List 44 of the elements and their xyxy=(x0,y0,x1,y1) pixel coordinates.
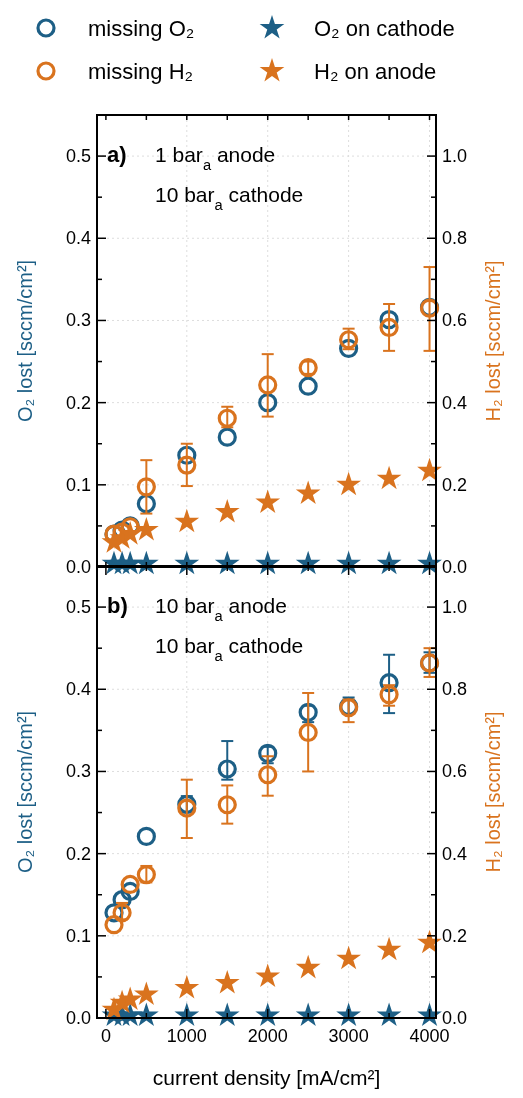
y2-tick-label: 0.8 xyxy=(442,679,468,700)
y2-tick-label: 1.0 xyxy=(442,597,468,618)
y-tick-label: 0.5 xyxy=(65,597,91,618)
y2-axis-title: H₂ lost [sccm/cm²] xyxy=(482,260,504,422)
x-tick-label: 4000 xyxy=(409,1026,450,1046)
annotation: b) xyxy=(107,593,128,618)
x-tick-label: 1000 xyxy=(166,1026,207,1046)
y2-tick-label: 0.6 xyxy=(442,761,468,782)
annotation: 1 bar$_{a}$ anode xyxy=(155,143,276,173)
y2-tick-label: 1.0 xyxy=(442,146,468,167)
y-tick-label: 0.5 xyxy=(65,146,91,167)
legend-label: missing O₂ xyxy=(88,16,195,41)
legend-label: O₂ on cathode xyxy=(314,16,455,41)
x-tick-label: 0 xyxy=(100,1026,111,1046)
legend-label: missing H₂ xyxy=(88,59,194,84)
y-tick-label: 0.0 xyxy=(65,1008,91,1028)
annotation: 10 bar$_{a}$ cathode xyxy=(155,183,304,213)
y-axis-title: O₂ lost [sccm/cm²] xyxy=(14,259,36,423)
y-tick-label: 0.1 xyxy=(65,925,91,946)
y-tick-label: 0.3 xyxy=(65,761,91,782)
y-axis-title: O₂ lost [sccm/cm²] xyxy=(14,710,36,874)
annotation: a) xyxy=(107,142,127,167)
y-tick-label: 0.2 xyxy=(65,843,91,864)
x-tick-label: 2000 xyxy=(247,1026,288,1046)
annotation: 10 bar$_{a}$ cathode xyxy=(155,634,304,664)
y2-tick-label: 0.4 xyxy=(442,392,468,413)
y-tick-label: 0.1 xyxy=(65,474,91,495)
y-tick-label: 0.4 xyxy=(65,679,91,700)
legend-label: H₂ on anode xyxy=(314,59,437,84)
y2-axis-title: H₂ lost [sccm/cm²] xyxy=(482,711,504,873)
y2-tick-label: 0.2 xyxy=(442,474,468,495)
y2-tick-label: 0.4 xyxy=(442,843,468,864)
y2-tick-label: 0.2 xyxy=(442,925,468,946)
x-tick-label: 3000 xyxy=(328,1026,369,1046)
x-axis-title: current density [mA/cm²] xyxy=(152,1066,381,1089)
y2-tick-label: 0.8 xyxy=(442,228,468,249)
y-tick-label: 0.0 xyxy=(65,557,91,577)
annotation: 10 bar$_{a}$ anode xyxy=(155,594,287,624)
y-tick-label: 0.3 xyxy=(65,310,91,331)
y2-tick-label: 0.6 xyxy=(442,310,468,331)
y-tick-label: 0.2 xyxy=(65,392,91,413)
y2-tick-label: 0.0 xyxy=(442,557,468,577)
y2-tick-label: 0.0 xyxy=(442,1008,468,1028)
y-tick-label: 0.4 xyxy=(65,228,91,249)
